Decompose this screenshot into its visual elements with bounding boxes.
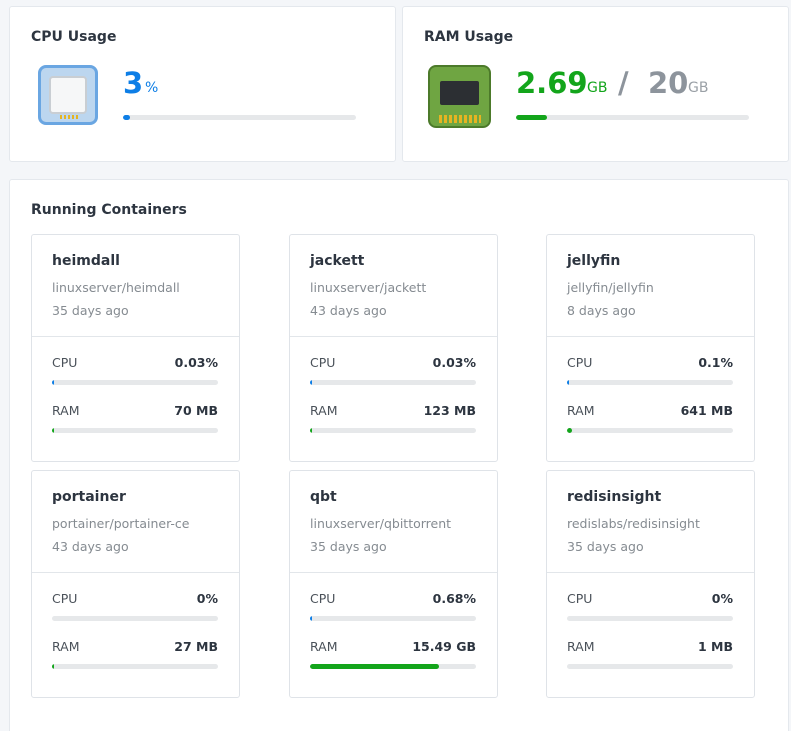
cpu-usage-card: CPU Usage 3 % [9, 6, 396, 162]
container-name: jackett [310, 253, 365, 269]
container-card-portainer[interactable]: portainer portainer/portainer-ce 43 days… [31, 470, 240, 698]
container-card-heimdall[interactable]: heimdall linuxserver/heimdall 35 days ag… [31, 234, 240, 462]
container-cpu-value: 0% [711, 591, 733, 606]
container-ram-bar-fill [567, 428, 573, 433]
container-cpu-value: 0.03% [174, 355, 218, 370]
container-name: jellyfin [567, 253, 621, 269]
container-age: 8 days ago [567, 303, 636, 318]
container-image: jellyfin/jellyfin [567, 280, 654, 295]
container-divider [290, 336, 497, 337]
container-divider [547, 572, 754, 573]
container-divider [32, 336, 239, 337]
container-cpu-bar-fill [52, 380, 54, 385]
container-cpu-bar-fill [310, 380, 312, 385]
container-ram-value: 27 MB [174, 639, 218, 654]
running-containers-panel: Running Containers heimdall linuxserver/… [9, 179, 789, 731]
container-image: linuxserver/heimdall [52, 280, 180, 295]
container-card-redisinsight[interactable]: redisinsight redislabs/redisinsight 35 d… [546, 470, 755, 698]
ram-used-unit: GB [587, 80, 608, 96]
cpu-usage-title: CPU Usage [31, 29, 117, 45]
container-cpu-bar [52, 616, 218, 621]
ram-module-icon [428, 65, 491, 128]
ram-usage-bar [516, 115, 749, 120]
container-image: linuxserver/qbittorrent [310, 516, 452, 531]
container-cpu-label: CPU [310, 591, 336, 606]
container-ram-label: RAM [310, 403, 338, 418]
container-ram-bar [567, 664, 733, 669]
cpu-usage-bar-fill [123, 115, 130, 120]
container-ram-bar [310, 664, 476, 669]
container-cpu-bar-fill [567, 380, 569, 385]
ram-separator: / [618, 66, 629, 100]
container-cpu-label: CPU [52, 355, 78, 370]
container-card-jackett[interactable]: jackett linuxserver/jackett 43 days ago … [289, 234, 498, 462]
container-cpu-bar-fill [310, 616, 312, 621]
container-ram-value: 641 MB [680, 403, 733, 418]
ram-total-unit: GB [688, 80, 709, 96]
container-image: portainer/portainer-ce [52, 516, 190, 531]
container-cpu-label: CPU [52, 591, 78, 606]
cpu-usage-bar [123, 115, 356, 120]
container-ram-bar-fill [310, 428, 312, 433]
cpu-usage-unit: % [145, 80, 159, 96]
container-cpu-value: 0.68% [432, 591, 476, 606]
container-ram-bar [52, 664, 218, 669]
ram-used-value: 2.69 [516, 66, 588, 100]
container-age: 43 days ago [52, 539, 129, 554]
container-ram-bar [567, 428, 733, 433]
cpu-chip-icon [38, 65, 98, 125]
container-cpu-value: 0% [196, 591, 218, 606]
cpu-usage-value: 3 [123, 66, 144, 100]
ram-usage-card: RAM Usage 2.69 GB / 20 GB [402, 6, 789, 162]
container-cpu-bar [310, 616, 476, 621]
container-ram-value: 70 MB [174, 403, 218, 418]
container-name: heimdall [52, 253, 120, 269]
container-cpu-bar [310, 380, 476, 385]
container-card-jellyfin[interactable]: jellyfin jellyfin/jellyfin 8 days ago CP… [546, 234, 755, 462]
container-age: 35 days ago [310, 539, 387, 554]
container-ram-label: RAM [310, 639, 338, 654]
container-cpu-bar [52, 380, 218, 385]
container-cpu-label: CPU [310, 355, 336, 370]
container-name: qbt [310, 489, 337, 505]
container-ram-value: 123 MB [423, 403, 476, 418]
ram-usage-title: RAM Usage [424, 29, 514, 45]
container-card-qbt[interactable]: qbt linuxserver/qbittorrent 35 days ago … [289, 470, 498, 698]
container-image: redislabs/redisinsight [567, 516, 700, 531]
container-cpu-bar [567, 616, 733, 621]
container-ram-bar-fill [52, 664, 54, 669]
container-image: linuxserver/jackett [310, 280, 427, 295]
container-cpu-bar [567, 380, 733, 385]
container-divider [547, 336, 754, 337]
running-containers-title: Running Containers [31, 202, 187, 218]
container-ram-bar-fill [52, 428, 54, 433]
container-cpu-label: CPU [567, 591, 593, 606]
container-ram-bar [310, 428, 476, 433]
container-cpu-value: 0.1% [698, 355, 733, 370]
container-ram-value: 1 MB [697, 639, 733, 654]
container-cpu-value: 0.03% [432, 355, 476, 370]
container-age: 35 days ago [52, 303, 129, 318]
container-name: portainer [52, 489, 126, 505]
container-age: 43 days ago [310, 303, 387, 318]
container-ram-label: RAM [52, 639, 80, 654]
container-ram-label: RAM [52, 403, 80, 418]
container-ram-bar-fill [310, 664, 439, 669]
container-name: redisinsight [567, 489, 662, 505]
container-ram-label: RAM [567, 403, 595, 418]
container-ram-value: 15.49 GB [412, 639, 476, 654]
container-age: 35 days ago [567, 539, 644, 554]
container-cpu-label: CPU [567, 355, 593, 370]
ram-usage-bar-fill [516, 115, 548, 120]
container-ram-label: RAM [567, 639, 595, 654]
container-divider [32, 572, 239, 573]
ram-total-value: 20 [648, 66, 689, 100]
container-ram-bar [52, 428, 218, 433]
container-divider [290, 572, 497, 573]
